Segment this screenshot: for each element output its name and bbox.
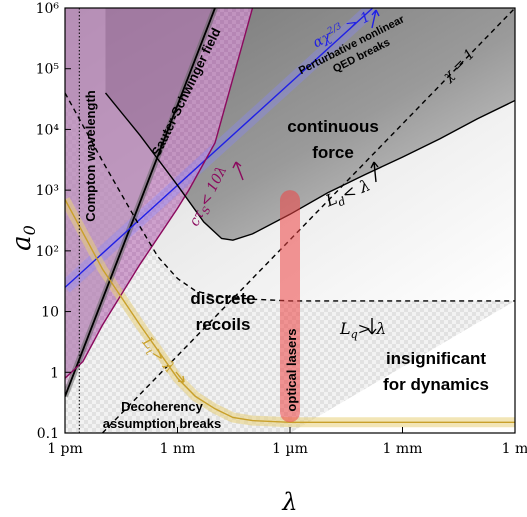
x-axis: 1 pm 1 nm 1 µm 1 mm 1 m: [47, 427, 527, 457]
lq-label: Lq> λ: [339, 319, 386, 341]
x-tick-label: 1 nm: [160, 441, 196, 457]
y-tick-label: 0.1: [37, 426, 59, 442]
decoherency-label-2: assumption breaks: [103, 416, 222, 431]
ld-sub: d: [336, 194, 347, 209]
ld-arrow: [370, 161, 379, 183]
compton-label: Compton wavelength: [83, 90, 98, 222]
y-tick-label: 10⁵: [36, 62, 60, 78]
x-axis-label: λ: [281, 488, 297, 516]
ctau-arrow: [232, 161, 244, 181]
qed-math-a: αχ: [310, 28, 335, 51]
qed-arrow: [371, 9, 380, 29]
x-tick-label: 1 m: [502, 441, 527, 457]
continuous-label-2: force: [312, 143, 354, 162]
lq-main: L: [339, 319, 351, 338]
lq-arrow: [367, 318, 377, 335]
x-tick-label: 1 µm: [272, 441, 308, 457]
continuous-label-1: continuous: [287, 117, 379, 136]
y-axis: 0.1 1 10 10² 10³ 10⁴ 10⁵ 10⁶: [36, 1, 71, 442]
insignificant-label-1: insignificant: [386, 349, 486, 368]
lt-arrow: [175, 371, 185, 383]
lt-sub: t: [143, 347, 155, 358]
y-tick-label: 10³: [36, 183, 59, 199]
discrete-label-2: recoils: [196, 315, 251, 334]
series-decoherency-assumption-breaks: [65, 199, 515, 423]
series-l-d: [104, 92, 515, 241]
y-tick-label: 10⁴: [36, 122, 60, 138]
series-sauter-schwinger-field: [65, 8, 216, 397]
y-tick-label: 10²: [36, 244, 59, 260]
optical-label: optical lasers: [284, 328, 299, 411]
series-perturbative-nonlinear-qed-breaks: [65, 8, 374, 288]
optical-lasers-bar: [280, 190, 300, 423]
x-tick-label: 1 mm: [383, 441, 423, 457]
y-axis-label-a: a: [7, 235, 37, 251]
discrete-recoil-region: [65, 92, 515, 433]
plot-area: [65, 8, 515, 433]
y-tick-label: 10⁶: [36, 1, 60, 17]
x-tick-label: 1 pm: [47, 441, 83, 457]
insignificant-label-2: for dynamics: [383, 375, 489, 394]
decoherency-label-1: Decoherency: [121, 399, 203, 414]
ctau-sub: S: [201, 205, 214, 216]
y-tick-label: 10: [41, 305, 59, 321]
y-tick-label: 1: [50, 365, 59, 381]
ctau-main: cτ: [186, 208, 207, 229]
y-axis-label: a0: [7, 225, 39, 251]
discrete-label-1: discrete: [190, 289, 255, 308]
series-c-s-10: [65, 8, 254, 379]
series-layer: [65, 8, 515, 433]
y-axis-label-sub: 0: [20, 225, 39, 235]
lq-sub: q: [351, 328, 358, 341]
